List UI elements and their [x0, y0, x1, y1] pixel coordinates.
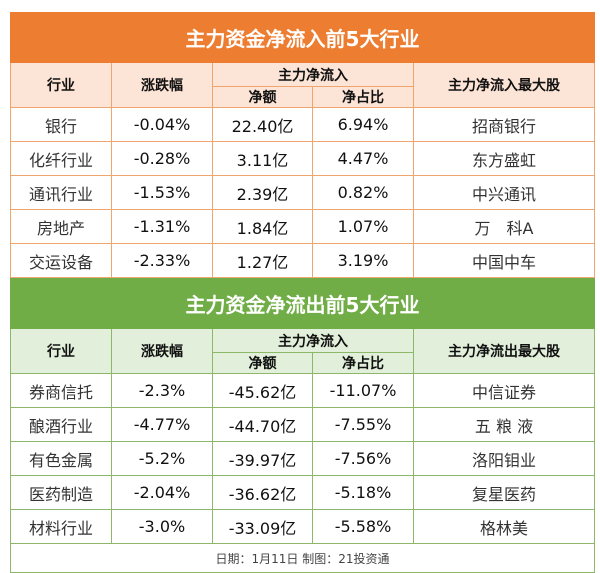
- table-row: 材料行业 -3.0% -33.09亿 -5.58% 格林美: [10, 509, 595, 544]
- outflow-title: 主力资金净流出前5大行业: [10, 278, 595, 329]
- top-stock-cell: 格林美: [413, 509, 595, 544]
- fund-flow-tables: 主力资金净流入前5大行业 行业 涨跌幅 主力净流入 主力净流入最大股 净额 净占…: [10, 12, 595, 573]
- table-row: 化纤行业 -0.28% 3.11亿 4.47% 东方盛虹: [10, 141, 595, 176]
- header-change: 涨跌幅: [111, 62, 213, 108]
- footer-note: 日期：1月11日 制图：21投资通: [10, 543, 595, 573]
- top-stock-cell: 中信证券: [413, 373, 595, 408]
- change-cell: -2.3%: [111, 373, 213, 408]
- industry-cell: 酿酒行业: [10, 407, 112, 442]
- header-top-stock: 主力净流入最大股: [413, 62, 595, 108]
- header-amount: 净额: [212, 352, 313, 374]
- change-cell: -1.53%: [111, 175, 213, 210]
- header-net-inflow: 主力净流入: [212, 62, 414, 87]
- amount-cell: 22.40亿: [212, 107, 313, 142]
- industry-cell: 化纤行业: [10, 141, 112, 176]
- top-stock-cell: 五 粮 液: [413, 407, 595, 442]
- industry-cell: 券商信托: [10, 373, 112, 408]
- ratio-cell: -7.56%: [312, 441, 414, 476]
- change-cell: -1.31%: [111, 209, 213, 244]
- header-industry: 行业: [10, 62, 112, 108]
- industry-cell: 医药制造: [10, 475, 112, 510]
- header-ratio: 净占比: [312, 86, 414, 108]
- industry-cell: 有色金属: [10, 441, 112, 476]
- amount-cell: 1.84亿: [212, 209, 313, 244]
- change-cell: -0.04%: [111, 107, 213, 142]
- ratio-cell: 3.19%: [312, 243, 414, 278]
- outflow-table: 主力资金净流出前5大行业 行业 涨跌幅 主力净流入 主力净流出最大股 净额 净占…: [10, 278, 595, 573]
- table-row: 银行 -0.04% 22.40亿 6.94% 招商银行: [10, 107, 595, 142]
- amount-cell: 2.39亿: [212, 175, 313, 210]
- top-stock-cell: 中国中车: [413, 243, 595, 278]
- change-cell: -2.04%: [111, 475, 213, 510]
- change-cell: -2.33%: [111, 243, 213, 278]
- top-stock-cell: 东方盛虹: [413, 141, 595, 176]
- amount-cell: 1.27亿: [212, 243, 313, 278]
- table-row: 酿酒行业 -4.77% -44.70亿 -7.55% 五 粮 液: [10, 407, 595, 442]
- header-ratio: 净占比: [312, 352, 414, 374]
- amount-cell: -45.62亿: [212, 373, 313, 408]
- table-row: 券商信托 -2.3% -45.62亿 -11.07% 中信证券: [10, 373, 595, 408]
- industry-cell: 银行: [10, 107, 112, 142]
- industry-cell: 交运设备: [10, 243, 112, 278]
- ratio-cell: 4.47%: [312, 141, 414, 176]
- amount-cell: -36.62亿: [212, 475, 313, 510]
- industry-cell: 房地产: [10, 209, 112, 244]
- ratio-cell: -11.07%: [312, 373, 414, 408]
- top-stock-cell: 招商银行: [413, 107, 595, 142]
- ratio-cell: -5.58%: [312, 509, 414, 544]
- header-net-inflow: 主力净流入: [212, 328, 414, 353]
- amount-cell: -44.70亿: [212, 407, 313, 442]
- ratio-cell: 1.07%: [312, 209, 414, 244]
- table-row: 有色金属 -5.2% -39.97亿 -7.56% 洛阳钼业: [10, 441, 595, 476]
- inflow-table: 主力资金净流入前5大行业 行业 涨跌幅 主力净流入 主力净流入最大股 净额 净占…: [10, 12, 595, 278]
- amount-cell: -33.09亿: [212, 509, 313, 544]
- header-top-stock: 主力净流出最大股: [413, 328, 595, 374]
- table-row: 房地产 -1.31% 1.84亿 1.07% 万 科A: [10, 209, 595, 244]
- table-row: 医药制造 -2.04% -36.62亿 -5.18% 复星医药: [10, 475, 595, 510]
- top-stock-cell: 万 科A: [413, 209, 595, 244]
- ratio-cell: -7.55%: [312, 407, 414, 442]
- ratio-cell: -5.18%: [312, 475, 414, 510]
- amount-cell: -39.97亿: [212, 441, 313, 476]
- ratio-cell: 6.94%: [312, 107, 414, 142]
- industry-cell: 通讯行业: [10, 175, 112, 210]
- amount-cell: 3.11亿: [212, 141, 313, 176]
- header-amount: 净额: [212, 86, 313, 108]
- table-row: 通讯行业 -1.53% 2.39亿 0.82% 中兴通讯: [10, 175, 595, 210]
- change-cell: -4.77%: [111, 407, 213, 442]
- header-change: 涨跌幅: [111, 328, 213, 374]
- header-industry: 行业: [10, 328, 112, 374]
- change-cell: -0.28%: [111, 141, 213, 176]
- inflow-title: 主力资金净流入前5大行业: [10, 12, 595, 63]
- ratio-cell: 0.82%: [312, 175, 414, 210]
- top-stock-cell: 洛阳钼业: [413, 441, 595, 476]
- top-stock-cell: 复星医药: [413, 475, 595, 510]
- change-cell: -5.2%: [111, 441, 213, 476]
- change-cell: -3.0%: [111, 509, 213, 544]
- top-stock-cell: 中兴通讯: [413, 175, 595, 210]
- table-row: 交运设备 -2.33% 1.27亿 3.19% 中国中车: [10, 243, 595, 278]
- industry-cell: 材料行业: [10, 509, 112, 544]
